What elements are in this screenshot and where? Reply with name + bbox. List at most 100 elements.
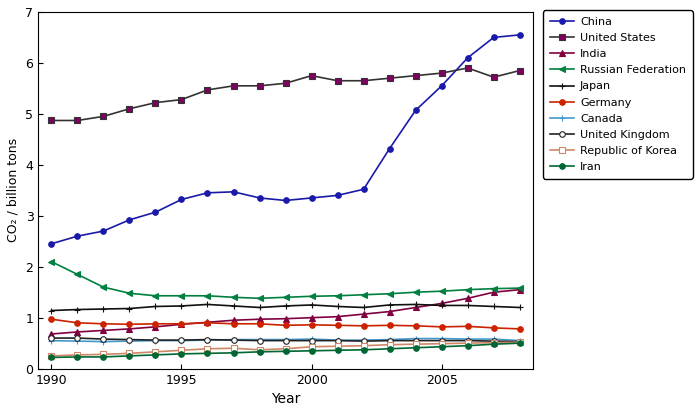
Japan bbox=[281, 304, 290, 309]
Japan bbox=[359, 305, 368, 310]
Line: China: China bbox=[48, 32, 522, 247]
China bbox=[463, 55, 472, 60]
Russian Federation bbox=[386, 291, 394, 296]
Iran bbox=[281, 349, 290, 354]
Japan bbox=[125, 306, 134, 311]
Republic of Korea bbox=[74, 352, 82, 357]
United Kingdom bbox=[256, 338, 264, 343]
Germany bbox=[281, 323, 290, 328]
Iran bbox=[230, 350, 238, 355]
Canada bbox=[386, 337, 394, 342]
India bbox=[151, 324, 160, 329]
China bbox=[412, 108, 420, 113]
United States bbox=[412, 73, 420, 78]
India bbox=[463, 296, 472, 301]
Republic of Korea bbox=[47, 354, 55, 358]
Iran bbox=[307, 348, 316, 353]
Canada bbox=[177, 338, 186, 343]
Canada bbox=[281, 337, 290, 342]
Canada bbox=[463, 337, 472, 342]
Germany bbox=[230, 321, 238, 326]
Japan bbox=[99, 306, 108, 311]
Iran bbox=[489, 342, 498, 347]
Iran bbox=[177, 351, 186, 356]
China bbox=[99, 228, 108, 233]
United Kingdom bbox=[412, 338, 420, 343]
Germany bbox=[386, 323, 394, 328]
Germany bbox=[515, 326, 524, 331]
Japan bbox=[177, 304, 186, 309]
India bbox=[515, 287, 524, 292]
Canada bbox=[515, 338, 524, 343]
United Kingdom bbox=[307, 338, 316, 343]
Russian Federation bbox=[256, 296, 264, 301]
China bbox=[74, 234, 82, 239]
United States bbox=[99, 114, 108, 119]
Iran bbox=[99, 354, 108, 359]
Iran bbox=[438, 344, 446, 349]
United Kingdom bbox=[203, 337, 211, 342]
India bbox=[99, 328, 108, 333]
Republic of Korea bbox=[230, 346, 238, 351]
Japan bbox=[256, 305, 264, 310]
Line: Canada: Canada bbox=[48, 335, 523, 345]
China bbox=[281, 198, 290, 203]
United States bbox=[281, 81, 290, 86]
Iran bbox=[463, 343, 472, 348]
Republic of Korea bbox=[203, 346, 211, 351]
Russian Federation bbox=[333, 293, 342, 298]
China bbox=[230, 189, 238, 194]
Japan bbox=[47, 308, 55, 313]
Iran bbox=[333, 348, 342, 353]
Canada bbox=[438, 336, 446, 341]
United States bbox=[463, 66, 472, 71]
Canada bbox=[125, 339, 134, 344]
Russian Federation bbox=[463, 287, 472, 292]
United Kingdom bbox=[359, 339, 368, 344]
India bbox=[256, 317, 264, 322]
China bbox=[151, 210, 160, 215]
China bbox=[489, 35, 498, 40]
Germany bbox=[256, 321, 264, 326]
Iran bbox=[386, 346, 394, 351]
Canada bbox=[412, 336, 420, 341]
Iran bbox=[256, 349, 264, 354]
China bbox=[203, 190, 211, 195]
Iran bbox=[47, 355, 55, 360]
Iran bbox=[359, 347, 368, 352]
United States bbox=[386, 76, 394, 81]
Germany bbox=[47, 317, 55, 322]
United States bbox=[203, 88, 211, 93]
United Kingdom bbox=[151, 337, 160, 342]
Iran bbox=[74, 354, 82, 359]
Line: United States: United States bbox=[48, 65, 522, 123]
Japan bbox=[386, 302, 394, 307]
United Kingdom bbox=[386, 338, 394, 343]
India bbox=[125, 326, 134, 331]
Russian Federation bbox=[230, 295, 238, 300]
Republic of Korea bbox=[151, 349, 160, 354]
India bbox=[47, 332, 55, 337]
United States bbox=[125, 106, 134, 111]
China bbox=[386, 146, 394, 151]
Germany bbox=[99, 321, 108, 326]
Iran bbox=[412, 345, 420, 350]
India bbox=[307, 315, 316, 320]
Iran bbox=[151, 352, 160, 357]
Republic of Korea bbox=[125, 351, 134, 356]
Canada bbox=[151, 338, 160, 343]
United Kingdom bbox=[438, 338, 446, 343]
Japan bbox=[333, 304, 342, 309]
India bbox=[281, 316, 290, 321]
Russian Federation bbox=[74, 272, 82, 277]
United Kingdom bbox=[99, 337, 108, 342]
Russian Federation bbox=[151, 293, 160, 298]
Japan bbox=[489, 304, 498, 309]
Canada bbox=[489, 337, 498, 342]
China bbox=[359, 187, 368, 192]
Japan bbox=[515, 305, 524, 310]
China bbox=[47, 241, 55, 246]
Germany bbox=[359, 323, 368, 328]
Russian Federation bbox=[281, 295, 290, 300]
Germany bbox=[333, 323, 342, 328]
